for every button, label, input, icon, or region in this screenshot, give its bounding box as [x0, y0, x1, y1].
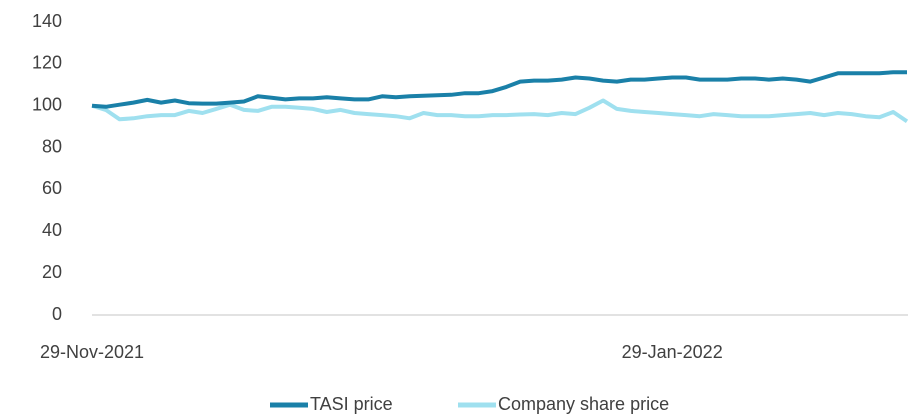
y-tick-label: 60 — [42, 178, 62, 198]
series-line — [91, 70, 907, 109]
y-tick-label: 0 — [52, 304, 62, 324]
y-tick-label: 40 — [42, 220, 62, 240]
y-tick-label: 140 — [32, 11, 62, 31]
y-tick-label: 20 — [42, 262, 62, 282]
legend-label: TASI price — [310, 394, 393, 414]
y-tick-label: 120 — [32, 53, 62, 73]
x-tick-label: 29-Nov-2021 — [40, 342, 144, 362]
legend-label: Company share price — [498, 394, 669, 414]
y-tick-label: 80 — [42, 136, 62, 156]
y-tick-label: 100 — [32, 94, 62, 114]
series-line — [91, 98, 908, 124]
x-tick-label: 29-Jan-2022 — [622, 342, 723, 362]
